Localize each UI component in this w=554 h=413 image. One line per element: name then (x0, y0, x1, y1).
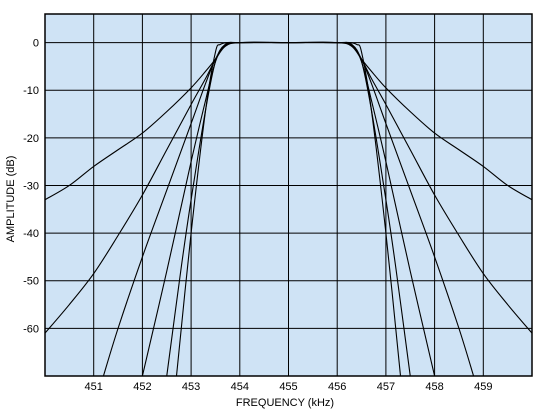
y-tick-label: 0 (33, 38, 39, 50)
x-tick-label: 454 (231, 381, 249, 393)
plot-frame (44, 13, 533, 377)
y-tick-label: -50 (23, 276, 39, 288)
x-tick-label: 458 (425, 381, 443, 393)
y-axis-title: AMPLITUDE (dB) (5, 156, 17, 243)
y-tick-label: -40 (23, 228, 39, 240)
x-axis-title: FREQUENCY (kHz) (236, 397, 334, 409)
y-tick-label: -60 (23, 323, 39, 335)
x-tick-labels: 451 452 453 454 455 456 457 458 459 (85, 381, 493, 393)
y-tick-label: -20 (23, 133, 39, 145)
x-tick-label: 452 (133, 381, 151, 393)
y-tick-labels: 0 -10 -20 -30 -40 -50 -60 (23, 38, 39, 336)
x-tick-label: 456 (328, 381, 346, 393)
series-group (45, 41, 532, 376)
series-line-6 (175, 41, 402, 376)
y-tick-label: -10 (23, 85, 39, 97)
x-tick-label: 453 (182, 381, 200, 393)
y-tick-label: -30 (23, 180, 39, 192)
x-tick-label: 455 (279, 381, 297, 393)
x-tick-label: 457 (377, 381, 395, 393)
x-tick-label: 451 (85, 381, 103, 393)
x-tick-label: 459 (474, 381, 492, 393)
